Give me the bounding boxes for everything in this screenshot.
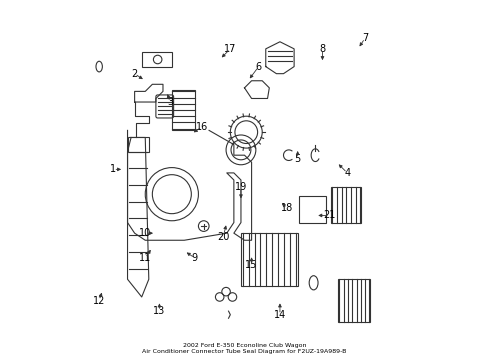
Text: 18: 18 — [280, 203, 293, 213]
Text: 10: 10 — [139, 228, 151, 238]
Bar — [241, 233, 297, 286]
Text: 6: 6 — [255, 62, 261, 72]
Text: 21: 21 — [323, 211, 335, 220]
Text: 8: 8 — [319, 44, 325, 54]
Text: 1: 1 — [110, 165, 116, 174]
Text: 12: 12 — [93, 296, 105, 306]
Bar — [299, 196, 325, 222]
Text: 16: 16 — [195, 122, 208, 132]
Text: 19: 19 — [234, 182, 246, 192]
Text: 2002 Ford E-350 Econoline Club Wagon
Air Conditioner Connector Tube Seal Diagram: 2002 Ford E-350 Econoline Club Wagon Air… — [142, 343, 346, 354]
Text: 2: 2 — [131, 69, 138, 79]
Text: 4: 4 — [344, 168, 349, 178]
Text: 3: 3 — [167, 97, 173, 107]
Bar — [338, 279, 369, 322]
Text: 5: 5 — [294, 154, 300, 164]
Text: 17: 17 — [224, 44, 236, 54]
Text: 13: 13 — [153, 306, 165, 316]
Bar — [142, 53, 171, 67]
Text: 9: 9 — [191, 253, 198, 263]
Bar — [171, 90, 195, 130]
Text: 15: 15 — [245, 260, 257, 270]
Text: 14: 14 — [273, 310, 285, 320]
Bar — [331, 187, 361, 222]
Text: 7: 7 — [361, 33, 367, 43]
Text: 20: 20 — [217, 232, 229, 242]
Bar — [127, 138, 148, 152]
Text: 11: 11 — [139, 253, 151, 263]
